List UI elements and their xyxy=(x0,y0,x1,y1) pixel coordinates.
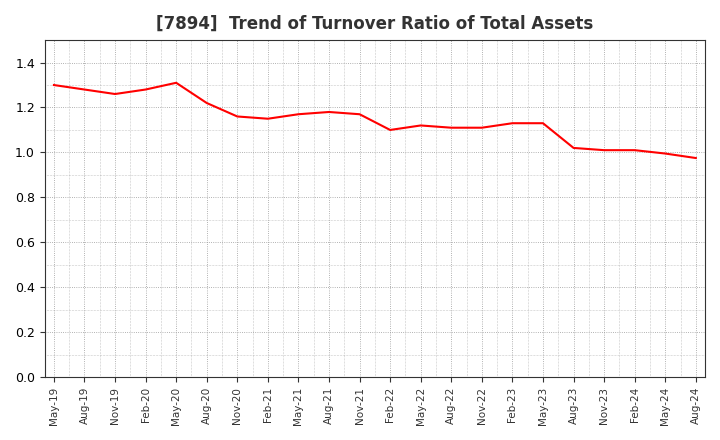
Title: [7894]  Trend of Turnover Ratio of Total Assets: [7894] Trend of Turnover Ratio of Total … xyxy=(156,15,593,33)
